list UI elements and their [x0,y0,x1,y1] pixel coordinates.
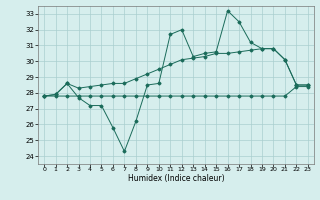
X-axis label: Humidex (Indice chaleur): Humidex (Indice chaleur) [128,174,224,183]
